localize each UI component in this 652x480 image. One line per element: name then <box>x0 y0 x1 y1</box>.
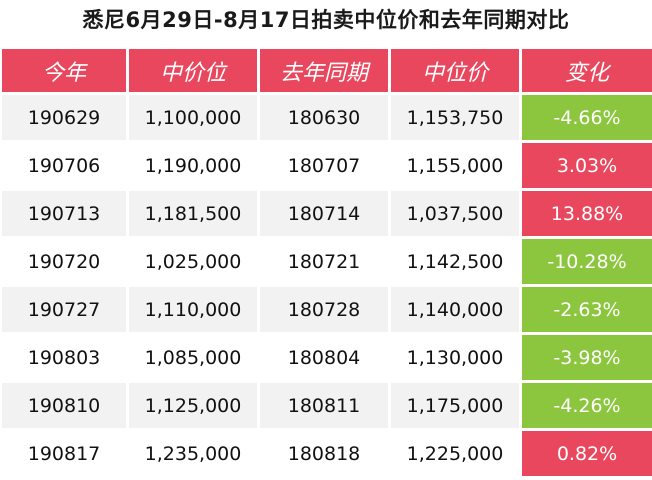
table-row: 190720 1,025,000 180721 1,142,500 -10.28% <box>2 239 652 284</box>
cell-last-year: 180804 <box>260 335 388 380</box>
column-header-this-median: 中价位 <box>129 49 257 92</box>
cell-last-median: 1,225,000 <box>391 431 519 476</box>
table-body: 190629 1,100,000 180630 1,153,750 -4.66% 1907… <box>2 95 652 476</box>
cell-change: 13.88% <box>522 191 652 236</box>
cell-this-median: 1,181,500 <box>129 191 257 236</box>
cell-last-year: 180728 <box>260 287 388 332</box>
cell-change: 0.82% <box>522 431 652 476</box>
cell-this-year: 190803 <box>2 335 126 380</box>
auction-median-table: 今年 中价位 去年同期 中位价 变化 190629 1,100,000 180630… <box>0 46 652 479</box>
table-header-row: 今年 中价位 去年同期 中位价 变化 <box>2 49 652 92</box>
cell-this-year: 190706 <box>2 143 126 188</box>
cell-this-year: 190713 <box>2 191 126 236</box>
cell-this-median: 1,110,000 <box>129 287 257 332</box>
column-header-last-year: 去年同期 <box>260 49 388 92</box>
cell-this-year: 190629 <box>2 95 126 140</box>
cell-this-median: 1,235,000 <box>129 431 257 476</box>
cell-last-median: 1,153,750 <box>391 95 519 140</box>
column-header-last-median: 中位价 <box>391 49 519 92</box>
cell-last-year: 180721 <box>260 239 388 284</box>
table-row: 190817 1,235,000 180818 1,225,000 0.82% <box>2 431 652 476</box>
cell-change: 3.03% <box>522 143 652 188</box>
table-row: 190727 1,110,000 180728 1,140,000 -2.63% <box>2 287 652 332</box>
cell-change: -4.26% <box>522 383 652 428</box>
cell-this-year: 190720 <box>2 239 126 284</box>
cell-this-median: 1,100,000 <box>129 95 257 140</box>
column-header-change: 变化 <box>522 49 652 92</box>
cell-last-median: 1,175,000 <box>391 383 519 428</box>
cell-last-median: 1,140,000 <box>391 287 519 332</box>
cell-last-median: 1,037,500 <box>391 191 519 236</box>
cell-last-year: 180811 <box>260 383 388 428</box>
cell-this-median: 1,125,000 <box>129 383 257 428</box>
cell-last-year: 180707 <box>260 143 388 188</box>
cell-this-year: 190727 <box>2 287 126 332</box>
cell-last-median: 1,142,500 <box>391 239 519 284</box>
cell-change: -4.66% <box>522 95 652 140</box>
cell-change: -10.28% <box>522 239 652 284</box>
cell-this-year: 190810 <box>2 383 126 428</box>
cell-last-median: 1,155,000 <box>391 143 519 188</box>
cell-last-year: 180630 <box>260 95 388 140</box>
cell-this-median: 1,190,000 <box>129 143 257 188</box>
cell-last-year: 180714 <box>260 191 388 236</box>
cell-last-year: 180818 <box>260 431 388 476</box>
page-title: 悉尼6月29日-8月17日拍卖中位价和去年同期对比 <box>82 8 570 32</box>
table-row: 190713 1,181,500 180714 1,037,500 13.88% <box>2 191 652 236</box>
cell-this-median: 1,085,000 <box>129 335 257 380</box>
table-row: 190810 1,125,000 180811 1,175,000 -4.26% <box>2 383 652 428</box>
cell-this-median: 1,025,000 <box>129 239 257 284</box>
table-row: 190706 1,190,000 180707 1,155,000 3.03% <box>2 143 652 188</box>
cell-last-median: 1,130,000 <box>391 335 519 380</box>
cell-this-year: 190817 <box>2 431 126 476</box>
table-row: 190629 1,100,000 180630 1,153,750 -4.66% <box>2 95 652 140</box>
cell-change: -2.63% <box>522 287 652 332</box>
column-header-this-year: 今年 <box>2 49 126 92</box>
table-row: 190803 1,085,000 180804 1,130,000 -3.98% <box>2 335 652 380</box>
cell-change: -3.98% <box>522 335 652 380</box>
